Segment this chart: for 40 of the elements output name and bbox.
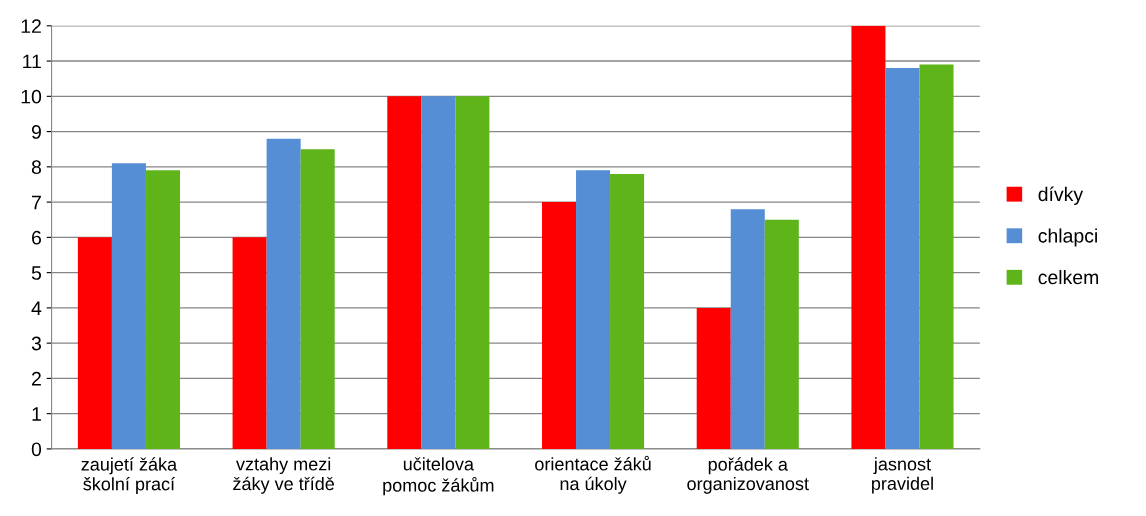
y-tick-label: 9 bbox=[31, 125, 41, 139]
legend-label: chlapci bbox=[1038, 228, 1097, 247]
bar bbox=[610, 173, 645, 449]
bar bbox=[851, 25, 886, 449]
y-tick-label: 12 bbox=[21, 19, 41, 33]
bar bbox=[387, 96, 422, 449]
x-tick-label: učitelova pomoc žákům bbox=[383, 457, 494, 496]
y-tick-label: 3 bbox=[31, 336, 41, 351]
bar bbox=[576, 170, 611, 449]
bar bbox=[542, 202, 577, 449]
y-tick-label: 0 bbox=[31, 442, 42, 457]
bar bbox=[266, 138, 301, 449]
y-tick-label: 2 bbox=[32, 371, 41, 386]
bar bbox=[232, 237, 267, 449]
x-tick-label: orientace žáků na úkoly bbox=[535, 455, 651, 494]
bar bbox=[885, 68, 920, 449]
bar bbox=[77, 237, 112, 449]
x-tick-label: pořádek a organizovanost bbox=[687, 457, 809, 494]
bar bbox=[421, 96, 456, 449]
y-tick-label: 11 bbox=[23, 54, 41, 69]
y-tick-label: 5 bbox=[31, 266, 42, 280]
bar bbox=[764, 219, 799, 449]
bar bbox=[300, 149, 335, 449]
y-tick-label: 1 bbox=[32, 407, 41, 421]
x-tick-label: zaujetí žáka školní prací bbox=[81, 457, 178, 494]
bar bbox=[919, 64, 954, 449]
bar bbox=[145, 170, 180, 449]
bar bbox=[730, 209, 765, 449]
y-tick-label: 10 bbox=[21, 89, 42, 104]
bar bbox=[696, 307, 731, 449]
y-tick-label: 4 bbox=[31, 301, 42, 315]
bar bbox=[111, 163, 146, 449]
legend-label: celkem bbox=[1038, 269, 1099, 285]
y-tick-label: 7 bbox=[32, 195, 41, 210]
x-tick-label: vztahy mezi žáky ve třídě bbox=[233, 457, 335, 494]
legend-label: dívky bbox=[1038, 186, 1084, 205]
bar bbox=[455, 96, 490, 449]
y-tick-label: 8 bbox=[31, 160, 41, 175]
y-tick-label: 6 bbox=[32, 230, 41, 245]
x-tick-label: jasnost pravidel bbox=[872, 457, 933, 494]
